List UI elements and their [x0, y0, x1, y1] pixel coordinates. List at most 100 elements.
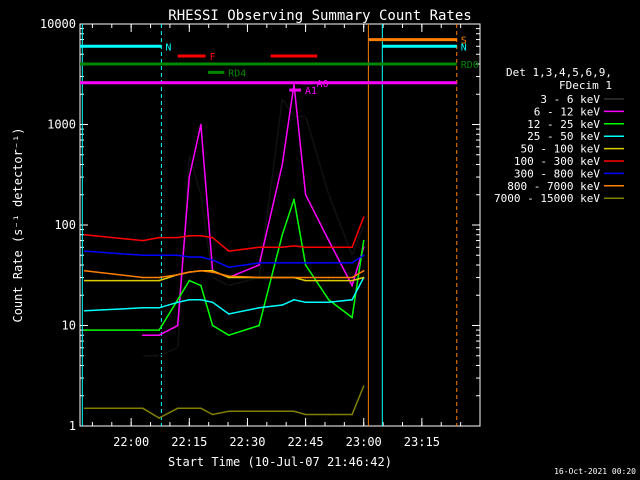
series-point — [211, 271, 214, 273]
series-line-1 — [142, 84, 365, 336]
series-point — [141, 407, 144, 410]
legend-label: 25 - 50 keV — [527, 130, 600, 143]
series-point — [211, 324, 214, 327]
y-tick-label: 1000 — [47, 118, 76, 132]
series-point — [188, 235, 191, 237]
series-point — [328, 299, 330, 301]
series-point — [304, 301, 307, 304]
y-axis: 1 10 100 1000 10000 — [40, 17, 480, 433]
legend-label: 300 - 800 keV — [514, 167, 600, 180]
state-label-S: S — [461, 36, 467, 47]
series-point — [281, 410, 284, 413]
state-label-RD4: RD4 — [228, 68, 246, 79]
series-point — [362, 239, 365, 242]
series-point — [176, 346, 179, 349]
series-point — [293, 198, 295, 201]
series-point — [351, 276, 353, 279]
series-point — [211, 413, 214, 416]
series-point — [200, 270, 202, 272]
series-point — [258, 276, 260, 279]
series-point — [293, 115, 295, 118]
series-point — [158, 254, 160, 257]
series-point — [228, 275, 230, 277]
series-point — [304, 279, 307, 282]
series-point — [188, 271, 191, 273]
series-point — [351, 262, 353, 264]
series-point — [141, 334, 144, 337]
series-point — [200, 256, 202, 258]
state-label-A0: A0 — [317, 79, 329, 90]
state-label-N: N — [461, 42, 467, 53]
series-point — [293, 245, 295, 247]
legend-label: 800 - 7000 keV — [507, 180, 600, 193]
series-point — [304, 193, 307, 196]
series-point — [281, 304, 284, 306]
series-point — [83, 407, 86, 410]
series-point — [362, 385, 365, 387]
series-point — [211, 236, 214, 239]
series-point — [228, 334, 230, 337]
legend-label: 3 - 6 keV — [540, 93, 600, 106]
series-point — [228, 250, 230, 252]
series-point — [304, 115, 307, 118]
x-tick-label: 22:30 — [229, 435, 265, 449]
series-point — [281, 262, 284, 264]
series-point — [176, 299, 179, 301]
series-point — [281, 246, 284, 249]
series-point — [328, 193, 330, 196]
series-point — [293, 410, 295, 413]
series-point — [211, 270, 214, 272]
series-point — [200, 407, 202, 410]
legend-header-line-2: FDecim 1 — [559, 79, 612, 92]
y-tick-label: 100 — [54, 218, 76, 232]
series-point — [293, 276, 295, 279]
series-point — [351, 299, 353, 301]
legend-label: 50 - 100 keV — [521, 143, 601, 156]
y-tick-label: 10000 — [40, 17, 76, 31]
series-point — [83, 233, 86, 236]
x-tick-label: 22:15 — [171, 435, 207, 449]
state-label-RD0: RD0 — [461, 60, 479, 71]
series-point — [176, 301, 179, 304]
footer-timestamp: 16-Oct-2021 00:20 — [554, 467, 636, 476]
series-point — [211, 276, 214, 279]
series-point — [351, 284, 353, 287]
y-tick-label: 1 — [69, 419, 76, 433]
series-point — [176, 324, 179, 327]
series-point — [141, 279, 144, 282]
series-point — [228, 266, 230, 269]
series-point — [362, 216, 365, 218]
series-point — [176, 407, 179, 410]
series-point — [188, 153, 191, 156]
series-point — [258, 410, 260, 413]
series-point — [158, 417, 160, 419]
series-point — [304, 246, 307, 249]
series-point — [304, 264, 307, 266]
series-point — [258, 324, 260, 327]
legend-label: 100 - 300 keV — [514, 155, 600, 168]
series-point — [328, 276, 330, 279]
series-point — [211, 301, 214, 304]
series-point — [281, 163, 284, 166]
series-point — [158, 279, 160, 282]
y-tick-label: 10 — [62, 319, 76, 333]
series-point — [158, 354, 160, 357]
legend-label: 6 - 12 keV — [534, 105, 601, 118]
series-point — [200, 284, 202, 287]
x-tick-label: 23:00 — [346, 435, 382, 449]
series-point — [158, 276, 160, 279]
chart-title: RHESSI Observing Summary Count Rates — [168, 8, 471, 24]
x-tick-label: 22:45 — [288, 435, 324, 449]
event-lines — [81, 24, 458, 426]
series-point — [158, 307, 160, 309]
series-point — [176, 236, 179, 239]
x-tick-label: 23:15 — [404, 435, 440, 449]
series-point — [141, 254, 144, 257]
data-series — [83, 83, 365, 419]
series-point — [188, 176, 191, 178]
series-point — [228, 276, 230, 279]
series-point — [362, 224, 365, 226]
